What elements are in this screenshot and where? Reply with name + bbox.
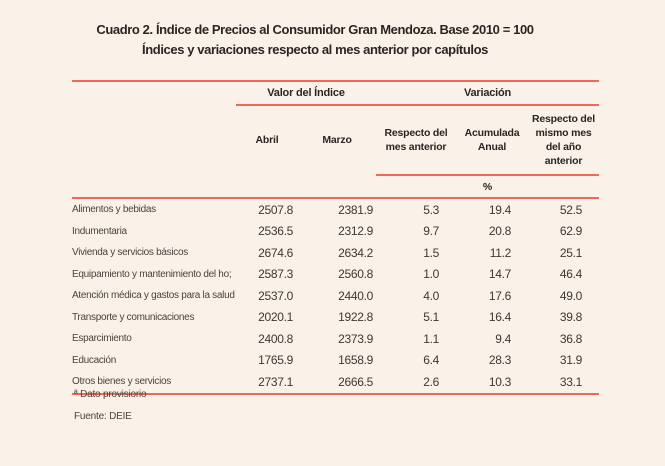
row-value: 9.4	[495, 331, 511, 346]
table-title: Cuadro 2. Índice de Precios al Consumido…	[35, 20, 595, 59]
col-header-respecto-anio: Respecto del mismo mes del año anterior	[532, 112, 595, 168]
row-value: 16.4	[488, 310, 511, 325]
table-body: Alimentos y bebidas 2507.8 2381.9 5.3 19.4 52…	[72, 198, 600, 395]
title-line-2: Índices y variaciones respecto al mes an…	[142, 41, 488, 57]
row-value: 14.7	[488, 267, 511, 282]
footnote-source: Fuente: DEIE	[74, 411, 132, 422]
row-value: 2312.9	[338, 224, 373, 239]
row-value: 1658.9	[338, 353, 373, 368]
row-value: 46.4	[559, 267, 583, 282]
row-value: 1922.8	[338, 310, 373, 325]
percent-label: %	[376, 174, 600, 199]
row-value: 49.0	[559, 288, 583, 303]
row-value: 1765.9	[258, 353, 293, 368]
row-value: 4.0	[423, 288, 439, 303]
col-header-acumulada: Acumulada Anual	[464, 126, 520, 153]
col-header-marzo: Marzo	[322, 134, 352, 147]
row-value: 1.1	[423, 331, 439, 346]
row-value: 20.8	[488, 224, 511, 239]
group-header-valor: Valor del Índice	[236, 80, 376, 106]
row-label: Educación	[72, 354, 116, 366]
table-row: Atención médica y gastos para la salud 25…	[72, 285, 599, 307]
row-value: 6.4	[423, 353, 439, 368]
row-value: 19.4	[488, 202, 511, 217]
group-header-row: Valor del Índice Variación	[72, 80, 600, 106]
row-value: 10.3	[456, 371, 528, 395]
row-value: 2373.9	[338, 331, 373, 346]
row-value: 9.7	[423, 224, 439, 239]
row-label: Otros bienes y servicios	[72, 371, 236, 395]
percent-row-spacer	[72, 175, 376, 199]
table-row: Transporte y comunicaciones 2020.1 1922.8 5…	[72, 307, 599, 329]
row-value: 2587.3	[258, 267, 293, 282]
col-header-abril: Abril	[255, 134, 279, 147]
row-value: 39.8	[559, 310, 583, 325]
row-label: Alimentos y bebidas	[72, 204, 156, 216]
row-value: 2400.8	[258, 331, 293, 346]
row-value: 2381.9	[338, 202, 373, 217]
table-row: Alimentos y bebidas 2507.8 2381.9 5.3 19.4 52…	[72, 198, 599, 221]
row-value: 2.6	[376, 371, 456, 395]
col-header-respecto-mes: Respecto del mes anterior	[384, 126, 448, 153]
table-row: Otros bienes y servicios 2737.1 2666.5 2.6 1…	[72, 371, 600, 395]
row-value: 2507.8	[258, 202, 293, 217]
row-value: 28.3	[488, 353, 511, 368]
row-value: 1.0	[423, 267, 439, 282]
row-label: Transporte y comunicaciones	[72, 311, 195, 323]
table-row: Indumentaria 2536.5 2312.9 9.7 20.8 62.9	[72, 221, 599, 243]
row-value: 5.3	[423, 202, 439, 217]
row-value: 31.9	[559, 353, 583, 368]
row-label: Vivienda y servicios básicos	[72, 247, 188, 259]
row-value: 2440.0	[338, 288, 373, 303]
row-value: 36.8	[559, 331, 583, 346]
column-header-row: Abril Marzo Respecto del mes anterior Ac…	[72, 105, 599, 175]
footnote-provisional: ª Dato provisiorio	[74, 389, 147, 400]
table-row: Educación 1765.9 1658.9 6.4 28.3 31.9	[72, 350, 599, 372]
row-value: 62.9	[559, 224, 583, 239]
row-value: 2560.8	[338, 267, 373, 282]
row-value: 2537.0	[258, 288, 293, 303]
row-value: 33.1	[528, 371, 600, 395]
stub-header-empty	[72, 105, 236, 175]
row-value: 25.1	[559, 245, 583, 260]
row-value: 2634.2	[338, 245, 373, 260]
table-row: Esparcimiento 2400.8 2373.9 1.1 9.4 36.8	[72, 328, 599, 350]
row-label: Esparcimiento	[72, 333, 132, 345]
row-value: 1.5	[423, 245, 439, 260]
group-header-variacion: Variación	[376, 80, 600, 106]
row-value: 17.6	[488, 288, 511, 303]
row-value: 2666.5	[298, 371, 376, 395]
row-value: 5.1	[423, 310, 439, 325]
percent-row: %	[72, 174, 600, 199]
title-line-1: Cuadro 2. Índice de Precios al Consumido…	[96, 22, 534, 37]
row-label: Indumentaria	[72, 225, 127, 237]
row-value: 52.5	[559, 202, 583, 217]
row-label: Equipamiento y mantenimiento del ho;	[72, 268, 232, 280]
row-value: 2674.6	[258, 245, 293, 260]
row-value: 11.2	[489, 245, 512, 260]
row-value: 2536.5	[258, 224, 293, 239]
ipc-table: Valor del Índice Variación Abril Marzo R…	[72, 80, 600, 395]
row-label: Atención médica y gastos para la salud	[72, 290, 235, 302]
stub-header	[72, 80, 236, 105]
row-value: 2020.1	[258, 310, 293, 325]
table-row: Vivienda y servicios básicos 2674.6 2634.2…	[72, 242, 599, 264]
table-row: Equipamiento y mantenimiento del ho; 2587…	[72, 264, 599, 286]
row-value: 2737.1	[236, 371, 298, 395]
